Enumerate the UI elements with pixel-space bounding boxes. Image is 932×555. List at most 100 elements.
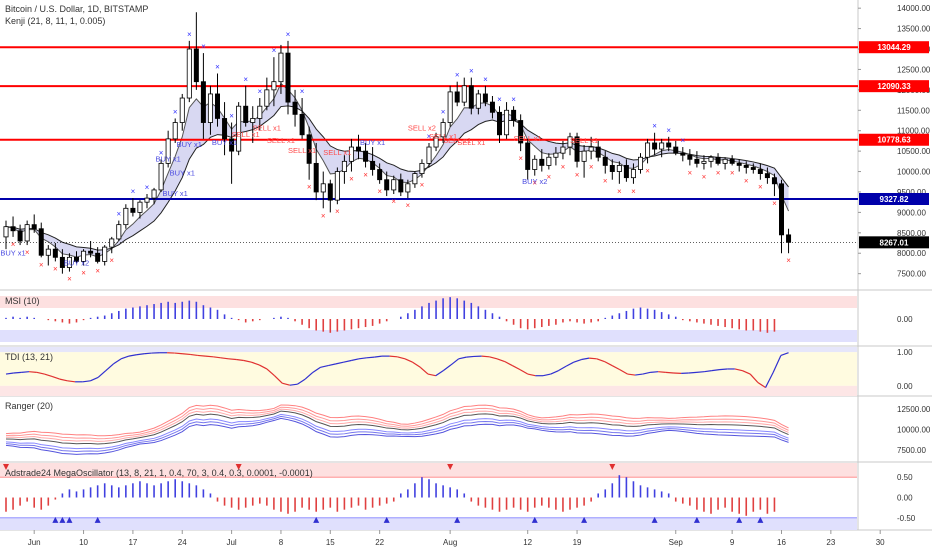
candle-body [152,190,156,198]
tdi-line-segment [21,372,29,373]
sell-signal-label: SELL x1 [323,148,351,157]
tdi-line-segment [482,356,490,357]
ranger-tick-label: 12500.00 [897,405,931,414]
sell-marker: × [95,266,100,275]
sell-marker: × [561,162,566,171]
candle-body [39,229,43,256]
sell-marker: × [589,162,594,171]
candle-body [660,143,664,149]
msi-lower-zone [0,330,857,342]
x-tick-label: Aug [443,538,457,547]
sell-signal-label: SELL x1 [267,136,295,145]
sell-signal-label: SELL x1 [570,136,598,145]
tdi-line-segment [29,372,37,373]
candle-body [582,151,586,161]
candle-body [744,165,748,167]
candle-body [497,112,501,134]
tdi-line-segment [666,372,674,373]
sell-marker: × [716,168,721,177]
candle-body [194,49,198,82]
tdi-line-segment [14,372,22,373]
candle-body [751,167,755,169]
candle-body [89,251,93,253]
buy-marker: × [483,75,488,84]
candle-body [251,118,255,122]
candle-body [117,225,121,239]
sell-marker: × [335,207,340,216]
candle-body [483,94,487,102]
buy-marker: × [469,67,474,76]
sell-signal-label: SELL x1 [288,146,316,155]
candle-body [765,174,769,178]
candle-body [476,94,480,108]
sell-marker: × [67,275,72,284]
ranger-title: Ranger (20) [5,401,53,411]
candle-body [399,180,403,192]
mega-title: Adstrade24 MegaOscillator (13, 8, 21, 1,… [5,468,313,478]
sell-marker: × [730,168,735,177]
candle-body [342,161,346,171]
mega-lower-zone [0,518,857,530]
buy-marker: × [173,107,178,116]
candle-body [222,118,226,138]
candle-body [286,53,290,102]
candle-body [4,227,8,237]
buy-marker: × [300,87,305,96]
candle-body [314,163,318,192]
candle-body [187,49,191,98]
tdi-line-segment [198,355,206,356]
sell-marker: × [321,211,326,220]
candle-body [371,161,375,169]
candle-body [413,174,417,184]
buy-marker: × [131,187,136,196]
price-tick-label: 9000.00 [897,208,926,217]
sell-marker: × [744,177,749,186]
candle-body [335,172,339,201]
candle-body [504,110,508,135]
tdi-line-segment [182,354,190,355]
mega-tick-label: 0.50 [897,473,913,482]
tdi-line-segment [144,353,152,354]
price-tick-label: 13500.00 [897,25,931,34]
candle-body [624,165,628,177]
candle-body [779,184,783,235]
tdi-line-segment [689,372,697,373]
candle-body [145,198,149,202]
x-tick-label: 22 [375,538,384,547]
price-tick-label: 14000.00 [897,4,931,13]
candle-body [279,53,283,82]
buy-signal-label: BUY x1 [0,248,25,257]
candle-body [385,180,389,190]
buy-marker: × [441,107,446,116]
buy-marker: × [455,71,460,80]
candle-body [603,157,607,165]
sell-signal-label: SELL x1 [514,134,542,143]
x-tick-label: 23 [826,538,835,547]
price-tick-label: 8000.00 [897,249,926,258]
buy-signal-label: BUY x1 [177,140,202,149]
candle-body [688,155,692,159]
candle-body [208,94,212,123]
candle-body [490,102,494,112]
sell-marker: × [631,187,636,196]
candle-body [610,165,614,171]
sell-marker: × [518,154,523,163]
candle-body [272,82,276,90]
candle-body [667,143,671,147]
candle-body [173,123,177,139]
sell-marker: × [758,183,763,192]
level-tag-label: 9327.82 [880,195,909,204]
sell-marker: × [645,166,650,175]
tdi-line-segment [228,359,236,360]
candle-body [758,170,762,174]
buy-marker: × [652,122,657,131]
candle-body [180,98,184,123]
sell-marker: × [349,175,354,184]
candle-body [512,110,516,120]
sell-marker: × [702,173,707,182]
msi-tick-label: 0.00 [897,315,913,324]
candle-body [11,227,15,231]
mega-tick-label: 0.00 [897,494,913,503]
